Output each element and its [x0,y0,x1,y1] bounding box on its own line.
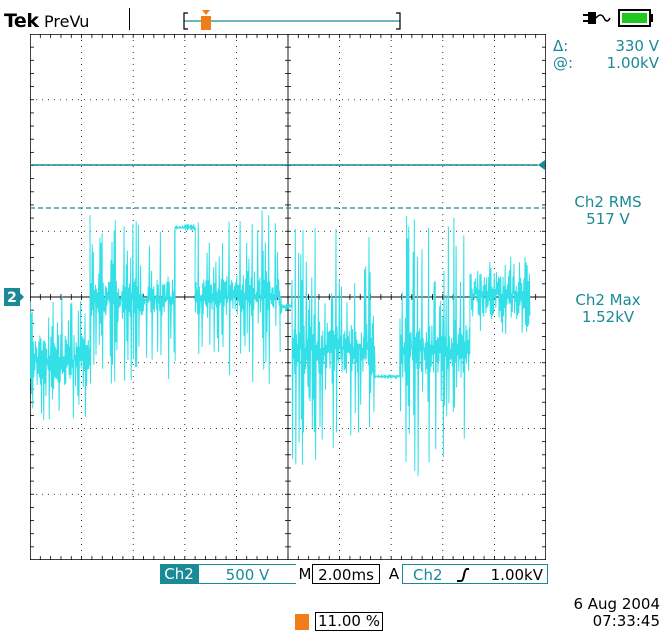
battery-icon [618,9,653,27]
power-plug-icon [583,12,611,24]
ch2-waveform-trace [30,210,531,477]
rising-edge-icon [457,568,469,582]
waveform-display[interactable] [30,34,546,560]
delta-value: 330 V [615,37,659,55]
datetime: 6 Aug 2004 07:33:45 [560,596,660,630]
date-text: 6 Aug 2004 [573,595,660,613]
brand-logo: Tek [4,10,39,32]
trigger-channel: Ch2 [413,566,443,584]
at-value: 1.00kV [606,54,659,72]
record-view-bar[interactable] [182,10,402,32]
timebase-value[interactable]: 2.00ms [312,564,380,584]
timebase-prefix: M [298,565,312,583]
trigger-position-value[interactable]: 11.00 % [315,612,383,631]
header-divider [129,8,130,30]
graticule [30,34,546,560]
trigger-level: 1.00kV [490,566,543,584]
trigger-settings[interactable]: Ch2 1.00kV [402,564,548,584]
cursor-readout: Δ: 330 V @: 1.00kV [553,38,659,72]
max-label: Ch2 Max [575,291,641,309]
ch2-ground-marker[interactable]: 2 [4,288,24,306]
at-label: @: [553,54,574,72]
trigger-position-icon [201,10,211,30]
max-value: 1.52kV [581,308,635,326]
channel-label[interactable]: Ch2 [160,564,198,584]
trigger-position-marker-icon [295,614,309,630]
delta-label: Δ: [553,37,569,55]
svg-text:2: 2 [7,290,17,306]
acquisition-mode: PreVu [44,12,90,31]
rms-label: Ch2 RMS [574,193,642,211]
volts-per-div[interactable]: 500 V [198,564,296,584]
rms-measurement: Ch2 RMS 517 V [556,194,660,228]
cursor-handle-icon [538,160,545,170]
max-measurement: Ch2 Max 1.52kV [556,292,660,326]
rms-value: 517 V [586,210,630,228]
time-text: 07:33:45 [592,612,660,630]
trigger-mode: A [388,565,400,583]
